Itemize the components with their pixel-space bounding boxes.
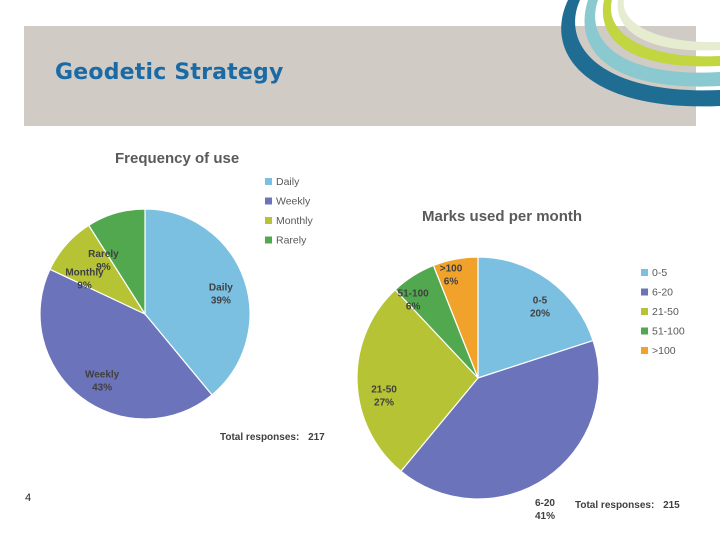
chart1-pie: Daily 39%Weekly 43%Monthly 9%Rarely 9% [39, 208, 251, 420]
chart2-data-label-name: 0-5 [533, 295, 548, 306]
chart2-slice-6-20 [400, 339, 600, 500]
chart1-data-label-value: 39% [211, 295, 231, 306]
chart2-legend-entry-gt100: >100 [652, 345, 676, 357]
chart2-legend-entry-6-20: 6-20 [652, 287, 673, 299]
chart2-legend-swatch-gt100 [641, 347, 648, 354]
chart2-pie: 0-5 20%6-20 41%21-50 27%51-100 6%>100 6% [356, 256, 600, 522]
chart1-legend-swatch-weekly [265, 197, 272, 205]
chart2-data-label-value: 6% [406, 301, 421, 312]
chart2-data-label-gt100: >100 6% [440, 263, 463, 287]
slide-title: Geodetic Strategy [55, 60, 284, 85]
chart2-total-label: Total responses: [575, 500, 654, 511]
chart1-data-label-value: 9% [77, 281, 92, 292]
chart1-legend-entry-monthly: Monthly [276, 215, 314, 227]
svg-text:Total responses: 215: Total responses: 215 [575, 500, 680, 511]
chart1-data-label-name: Rarely [88, 249, 119, 260]
chart2-legend-entry-51-100: 51-100 [652, 326, 685, 338]
chart1-data-label-weekly: Weekly 43% [85, 369, 120, 393]
chart1-legend-entry-rarely: Rarely [276, 235, 307, 247]
chart1-title: Frequency of use [115, 150, 239, 167]
chart1-slice-daily [144, 208, 251, 396]
chart1-legend-entry-weekly: Weekly [276, 196, 311, 208]
chart2-data-label-21-50: 21-50 27% [371, 385, 397, 409]
chart2-legend-entry-0-5: 0-5 [652, 267, 667, 279]
chart2-data-label-value: 41% [535, 511, 555, 522]
chart2-data-label-value: 27% [374, 398, 394, 409]
chart2-legend-swatch-0-5 [641, 269, 648, 276]
chart1-data-label-value: 43% [92, 382, 112, 393]
chart1-legend-swatch-monthly [265, 217, 272, 224]
chart2-title: Marks used per month [422, 208, 582, 225]
chart2-data-label-value: 6% [444, 276, 459, 287]
chart1-legend: Daily Weekly Monthly Rarely [265, 176, 314, 247]
corner-swoosh-decoration [561, 0, 720, 107]
chart2-slice-gt100 [432, 256, 479, 379]
svg-text:Total responses: 217: Total responses: 217 [220, 432, 325, 443]
chart2-legend-swatch-51-100 [641, 327, 648, 335]
chart2-legend-swatch-21-50 [641, 308, 648, 315]
chart2-data-label-6-20: 6-20 41% [535, 498, 555, 522]
chart1-data-label-name: Weekly [85, 369, 120, 380]
chart1-data-label-daily: Daily 39% [209, 282, 233, 306]
chart2-legend-swatch-6-20 [641, 288, 648, 296]
chart1-data-label-monthly: Monthly 9% [65, 268, 104, 292]
chart1-total-label: Total responses: [220, 432, 299, 443]
chart2-total-value: 215 [663, 500, 680, 511]
chart1-legend-swatch-daily [265, 178, 272, 185]
chart1-data-label-name: Daily [209, 282, 233, 293]
chart2-legend-entry-21-50: 21-50 [652, 306, 679, 318]
chart1-slice-weekly [39, 268, 213, 420]
chart2-data-label-0-5: 0-5 20% [530, 295, 550, 319]
chart2-data-label-name: >100 [440, 263, 463, 274]
chart2-data-label-name: 6-20 [535, 498, 555, 509]
slide-number: 4 [25, 492, 32, 504]
chart1-data-label-value: 9% [96, 262, 111, 273]
chart1-slice-rarely [87, 208, 146, 317]
chart2-legend: 0-5 6-20 21-50 51-100 >100 [641, 267, 685, 357]
chart2-slice-21-50 [356, 288, 479, 473]
chart2-data-label-name: 51-100 [398, 288, 430, 299]
chart2-data-label-name: 21-50 [371, 385, 397, 396]
chart1-legend-swatch-rarely [265, 236, 272, 244]
chart2-data-label-value: 20% [530, 308, 550, 319]
chart1-data-label-name: Monthly [65, 268, 104, 279]
chart2-data-label-51-100: 51-100 6% [398, 288, 430, 312]
chart1-total-value: 217 [308, 432, 325, 443]
chart1-legend-entry-daily: Daily [276, 176, 300, 188]
chart2-slice-0-5 [477, 256, 594, 379]
header-band [24, 26, 696, 126]
chart1-data-label-rarely: Rarely 9% [88, 249, 119, 273]
